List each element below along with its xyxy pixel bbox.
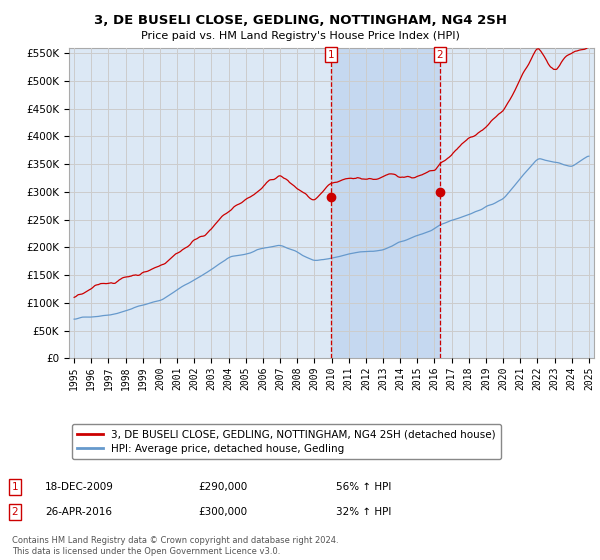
Text: Price paid vs. HM Land Registry's House Price Index (HPI): Price paid vs. HM Land Registry's House … (140, 31, 460, 41)
Text: 26-APR-2016: 26-APR-2016 (45, 507, 112, 517)
Text: 1: 1 (11, 482, 19, 492)
Bar (331, 48, 440, 358)
Text: 18-DEC-2009: 18-DEC-2009 (45, 482, 114, 492)
Text: 32% ↑ HPI: 32% ↑ HPI (336, 507, 391, 517)
Text: 2: 2 (11, 507, 19, 517)
Text: 3, DE BUSELI CLOSE, GEDLING, NOTTINGHAM, NG4 2SH: 3, DE BUSELI CLOSE, GEDLING, NOTTINGHAM,… (94, 14, 506, 27)
Text: 1: 1 (328, 50, 334, 60)
Text: £290,000: £290,000 (198, 482, 247, 492)
Text: Contains HM Land Registry data © Crown copyright and database right 2024.
This d: Contains HM Land Registry data © Crown c… (12, 536, 338, 556)
Legend: 3, DE BUSELI CLOSE, GEDLING, NOTTINGHAM, NG4 2SH (detached house), HPI: Average : 3, DE BUSELI CLOSE, GEDLING, NOTTINGHAM,… (71, 424, 501, 459)
Text: 2: 2 (437, 50, 443, 60)
Text: £300,000: £300,000 (198, 507, 247, 517)
Text: 56% ↑ HPI: 56% ↑ HPI (336, 482, 391, 492)
